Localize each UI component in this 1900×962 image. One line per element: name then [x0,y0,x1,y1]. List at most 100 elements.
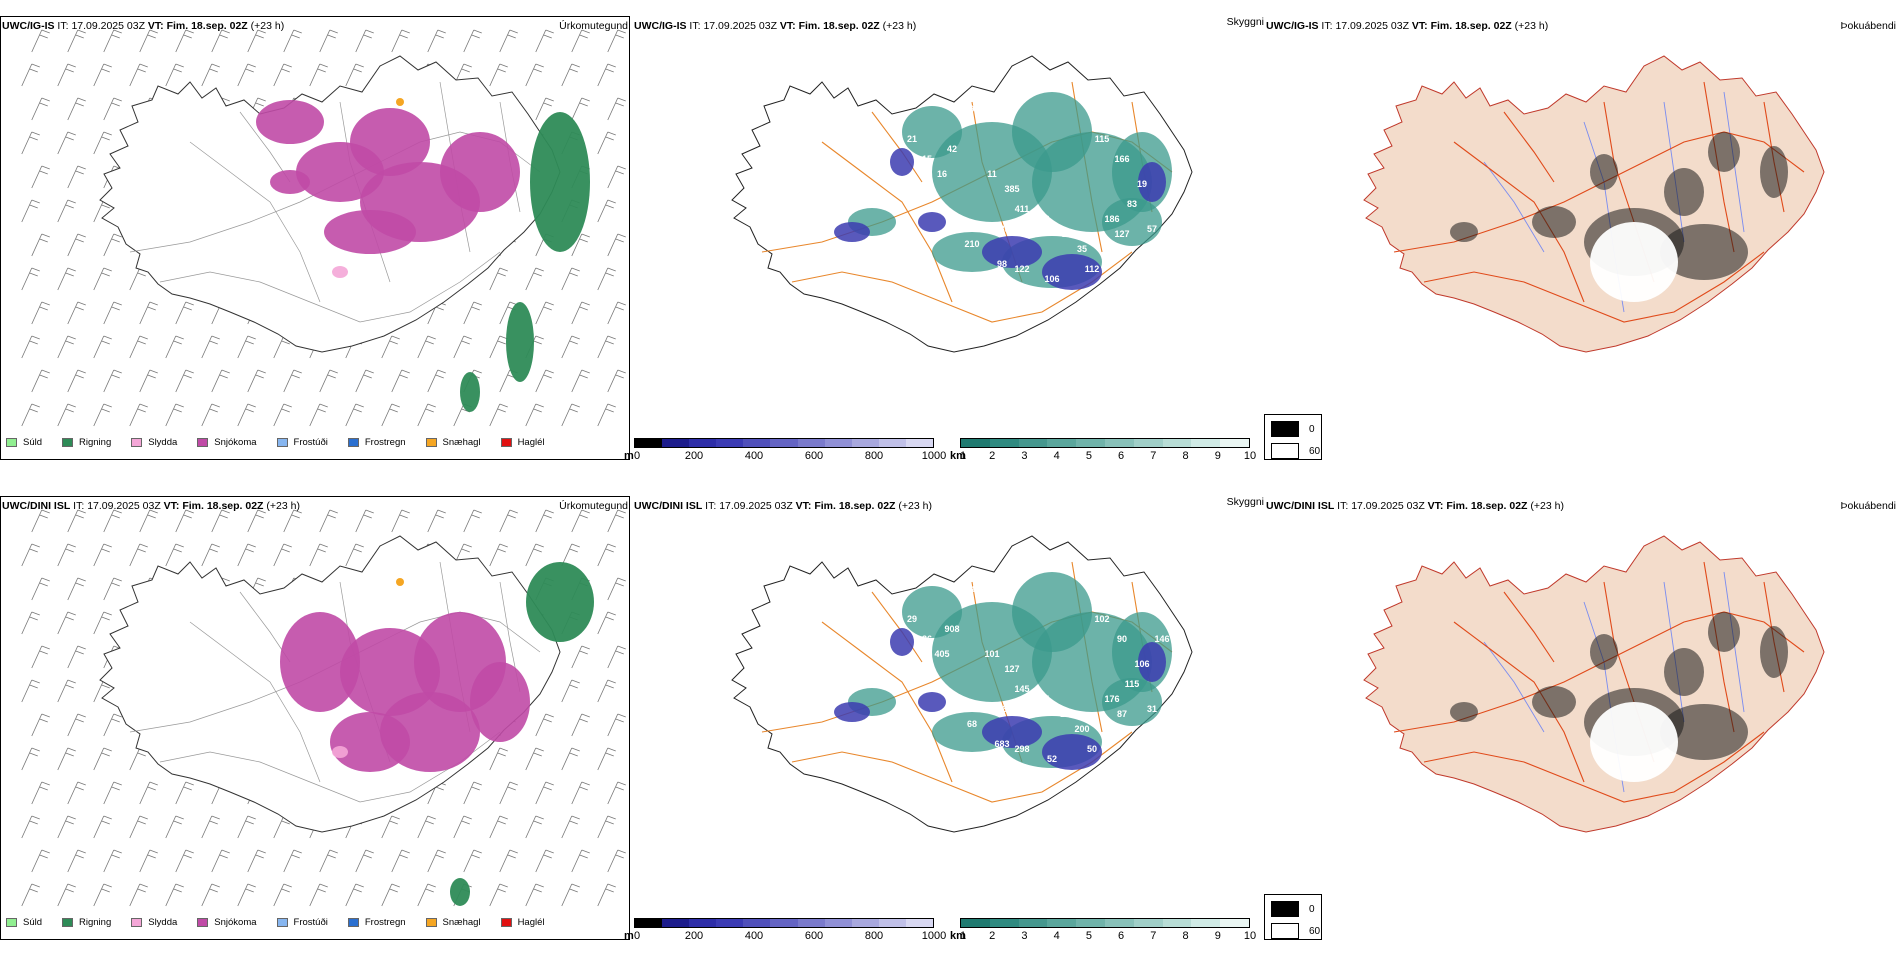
wind-barb [93,267,112,291]
snow-area [324,210,416,254]
snow-area [256,100,324,144]
visibility-panel-top: 397 21 15 42 16 70 11 385 411 189 323 210 98 110 122 10… [624,12,1264,482]
legend-item: Snæhagl [425,437,481,448]
wind-barb [139,29,158,53]
wind-barb [201,403,220,427]
wind-barb [103,29,122,53]
wind-barb [57,131,76,155]
legend-label: Rigning [79,917,112,928]
wind-barb [489,747,508,771]
cloud-base-value: 16 [937,169,947,179]
wind-barb [103,781,122,805]
wind-barb [175,301,194,325]
it-label: IT: [1321,20,1333,32]
cloud-base-value: 683 [994,739,1009,749]
cloud-base-value: 405 [934,649,949,659]
cloud-base-value: 98 [997,259,1007,269]
colorbar-bin [851,919,879,927]
colorbar-bin [1104,919,1134,927]
colorbar-tick-label: 9 [1214,930,1221,942]
wind-barb [165,335,184,359]
wind-barb [57,335,76,359]
wind-barb [597,815,616,839]
wind-barb [427,369,446,393]
precip-map [21,509,626,907]
fog-area [1660,224,1748,280]
legend-swatch [62,438,74,447]
colorbar-ticks: 0 200 400 600 800 1000 [634,450,946,464]
colorbar-bin [797,919,825,927]
wind-barb [237,815,256,839]
panel-header: UWC/DINI ISL IT: 17.09.2025 03Z VT: Fim.… [634,500,932,512]
cloud-base-value: 31 [1147,704,1157,714]
colorbar-ticks: 0 200 400 600 800 1000 [634,930,946,944]
cloud-base-patch [1138,642,1166,682]
panel-header: UWC/IG-IS IT: 17.09.2025 03Z VT: Fim. 18… [634,20,916,32]
cloud-base-value: 112 [1085,264,1100,274]
road-line [1393,131,1805,253]
rain-area [460,372,480,412]
wind-barb [427,849,446,873]
colorbar-tick-label: 200 [684,930,704,942]
wind-barb [211,29,230,53]
panel-title: Úrkomutegund [559,500,628,512]
colorbar-ticks: 1 2 3 4 5 6 7 8 9 10 [960,450,1256,464]
wind-barb [139,369,158,393]
vt-label: VT: [1411,20,1428,32]
wind-barb [175,509,194,533]
legend-label: Snæhagl [442,917,481,928]
legend-swatch [62,918,74,927]
clear-area [1590,702,1678,782]
panel-header: UWC/DINI ISL IT: 17.09.2025 03Z VT: Fim.… [2,500,300,512]
wind-barb [57,679,76,703]
it-label: IT: [689,20,701,32]
colorbar-tick-label: 800 [864,930,884,942]
colorbar-bin [635,439,663,447]
wind-barb [67,165,86,189]
wind-barb [571,233,590,257]
wind-barb [283,29,302,53]
wind-barb [31,301,50,325]
snow-area [470,662,530,742]
colorbar-tick-label: 4 [1053,930,1060,942]
colorbar-tick-label: 5 [1085,930,1092,942]
rain-area [450,878,470,906]
fog-indicator-panel-top: UWC/IG-IS IT: 17.09.2025 03Z VT: Fim. 18… [1264,12,1900,482]
colorbar-bin [989,919,1019,927]
wind-barb [607,97,626,121]
colorbar-tick-label: 1 [960,930,967,942]
wind-barb [57,543,76,567]
wind-barb [499,781,518,805]
colorbar-tick-label: 9 [1214,450,1221,462]
fog-legend-label: 60 [1309,925,1321,937]
wind-barb [535,781,554,805]
colorbar-tick-label: 800 [864,450,884,462]
fog-swatch-60 [1271,443,1299,459]
legend-swatch [500,438,512,447]
road-line [189,621,321,783]
valid-time: Fim. 18.sep. 02Z [1430,20,1512,32]
wind-barb [283,509,302,533]
colorbar-bin [1191,439,1221,447]
cloud-base-value: 908 [944,624,959,634]
wind-barb [21,199,40,223]
precip-legend: Súld Rigning Slydda Snjókoma Frostúði Frostre… [6,437,545,448]
wind-barb [31,781,50,805]
fog-legend-label: 0 [1309,903,1315,915]
wind-barb [499,849,518,873]
wind-barb [499,509,518,533]
wind-barb [391,509,410,533]
legend-swatch [197,438,209,447]
legend-swatch [425,438,437,447]
colorbar-tick-label: 6 [1118,930,1125,942]
fog-area [1532,206,1576,238]
colorbar-tick-label: 7 [1150,450,1157,462]
colorbar-bin [1047,439,1077,447]
wind-barb [525,747,544,771]
wind-barb [165,63,184,87]
road-line [189,141,321,303]
colorbar-ticks: 1 2 3 4 5 6 7 8 9 10 [960,930,1256,944]
fog-swatch-0 [1271,421,1299,437]
cloud-base-value: 83 [1127,199,1137,209]
iceland-map-group: 68 29 36 908 405 110 101 127 145 66 164 68 683 121 298… [731,535,1193,833]
